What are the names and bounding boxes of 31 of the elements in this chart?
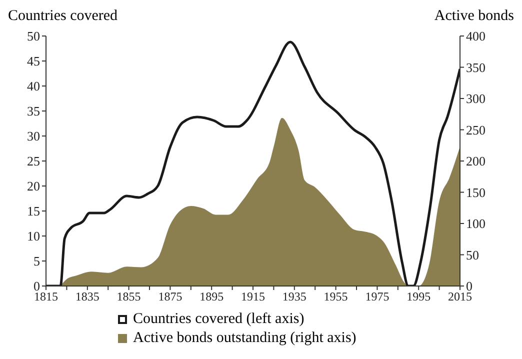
- y-axis-title: Countries covered: [8, 8, 118, 26]
- legend-label: Countries covered (left axis): [133, 310, 304, 329]
- y-tick-label: 35: [27, 104, 40, 119]
- x-tick-label: 1975: [365, 290, 390, 304]
- x-tick-label: 1835: [75, 290, 100, 304]
- legend-label: Active bonds outstanding (right axis): [133, 329, 356, 348]
- x-tick-label: 1935: [282, 290, 306, 304]
- y-tick-label: 20: [27, 178, 40, 194]
- y2-tick-label: 150: [466, 184, 486, 200]
- y-tick-label: 45: [27, 54, 40, 69]
- y-tick-label: 30: [27, 128, 40, 144]
- y-tick-label: 50: [27, 28, 40, 44]
- y-tick-label: 10: [27, 228, 40, 244]
- x-tick-label: 1895: [200, 290, 224, 304]
- y2-tick-label: 350: [466, 60, 486, 75]
- y2-axis-title: Active bonds: [434, 8, 514, 26]
- x-tick-label: 1955: [324, 290, 348, 304]
- y2-tick-label: 400: [466, 28, 486, 44]
- x-tick-label: 1995: [406, 290, 431, 304]
- y2-tick-label: 200: [466, 154, 486, 169]
- y-tick-label: 40: [27, 78, 40, 94]
- x-tick-label: 1875: [158, 290, 182, 304]
- y2-tick-label: 250: [466, 122, 486, 138]
- y-tick-label: 15: [27, 204, 40, 219]
- y2-tick-label: 100: [466, 216, 486, 232]
- x-tick-label: 1915: [241, 290, 265, 304]
- y-tick-label: 5: [34, 254, 40, 269]
- y2-tick-label: 50: [466, 247, 479, 262]
- x-tick-label: 1855: [116, 290, 141, 304]
- y2-tick-label: 300: [466, 91, 486, 106]
- y-tick-label: 25: [27, 154, 40, 169]
